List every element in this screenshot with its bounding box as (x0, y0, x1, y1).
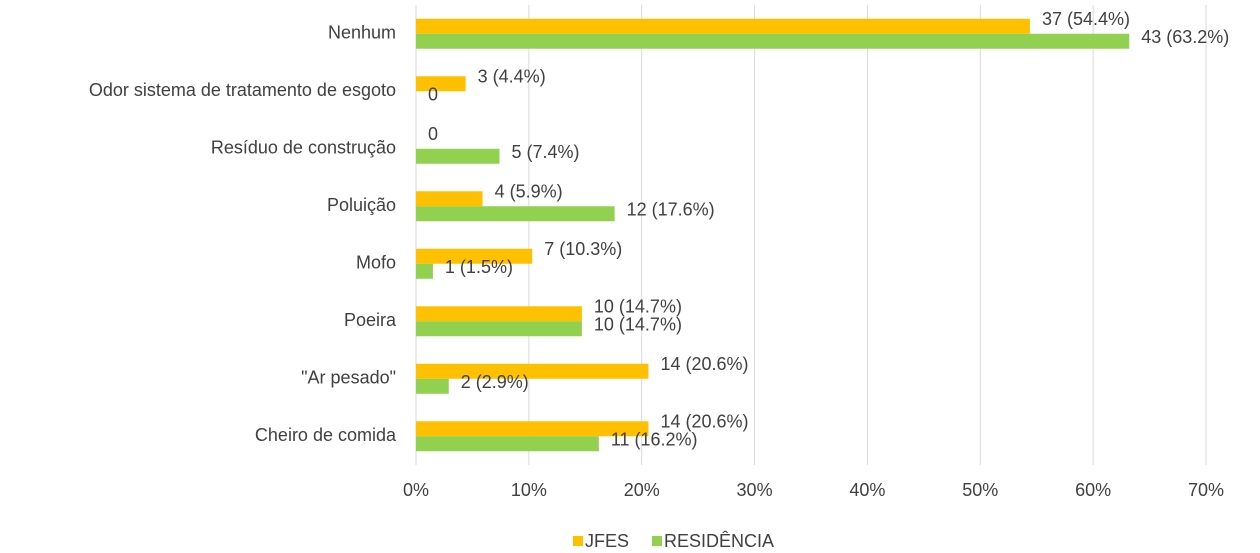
data-label: 3 (4.4%) (478, 67, 546, 87)
x-tick-label: 70% (1188, 480, 1224, 500)
data-label: 0 (428, 124, 438, 144)
bar (416, 148, 500, 164)
x-tick-label: 20% (624, 480, 660, 500)
legend-label: RESIDÊNCIA (664, 531, 774, 551)
data-label: 0 (428, 85, 438, 105)
data-label: 5 (7.4%) (512, 142, 580, 162)
data-label: 14 (20.6%) (660, 412, 748, 432)
bar (416, 421, 649, 437)
x-tick-label: 0% (403, 480, 429, 500)
x-tick-label: 40% (849, 480, 885, 500)
data-label: 10 (14.7%) (594, 315, 682, 335)
bar (416, 76, 466, 92)
bar (416, 363, 649, 379)
y-tick-label: Poluição (327, 195, 396, 215)
bar (416, 378, 449, 394)
bar (416, 191, 483, 207)
bar (416, 263, 433, 279)
data-label: 12 (17.6%) (627, 200, 715, 220)
y-tick-label: Poeira (344, 310, 397, 330)
y-tick-label: "Ar pesado" (301, 368, 396, 388)
data-label: 10 (14.7%) (594, 297, 682, 317)
legend-label: JFES (585, 531, 629, 551)
data-label: 2 (2.9%) (461, 372, 529, 392)
y-tick-label: Mofo (356, 253, 396, 273)
legend-swatch (652, 536, 663, 546)
y-tick-label: Resíduo de construção (211, 138, 396, 158)
bar (416, 306, 582, 322)
data-label: 1 (1.5%) (445, 257, 513, 277)
bar (416, 18, 1030, 34)
x-tick-label: 60% (1075, 480, 1111, 500)
bar (416, 206, 615, 222)
data-label: 11 (16.2%) (611, 430, 698, 450)
y-tick-label: Odor sistema de tratamento de esgoto (89, 80, 396, 100)
x-tick-label: 30% (737, 480, 773, 500)
x-tick-label: 50% (962, 480, 998, 500)
y-tick-label: Nenhum (328, 23, 396, 43)
bar (416, 321, 582, 337)
bar (416, 248, 533, 264)
bar (416, 33, 1130, 49)
bar (416, 436, 599, 452)
x-tick-label: 10% (511, 480, 547, 500)
data-label: 37 (54.4%) (1042, 9, 1130, 29)
legend-swatch (573, 536, 583, 546)
data-label: 4 (5.9%) (495, 182, 563, 202)
data-label: 7 (10.3%) (544, 239, 622, 259)
y-tick-label: Cheiro de comida (255, 425, 397, 445)
data-label: 43 (63.2%) (1141, 27, 1229, 47)
data-label: 14 (20.6%) (660, 354, 748, 374)
